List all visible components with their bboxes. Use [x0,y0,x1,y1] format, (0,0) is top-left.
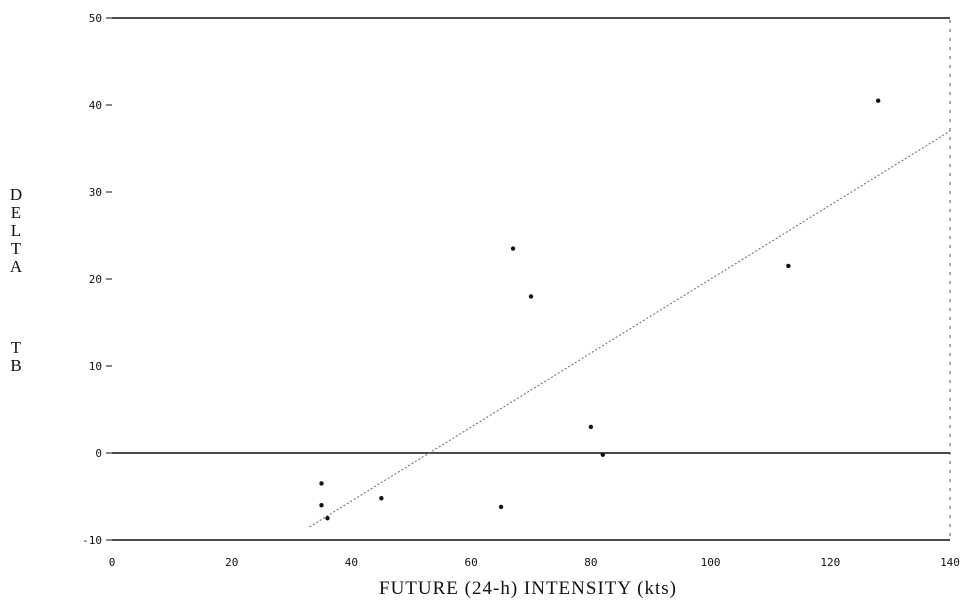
x-tick-label: 40 [345,556,358,569]
data-point [319,481,324,486]
y-axis-label-letter: T [11,338,22,357]
x-tick-label: 20 [225,556,238,569]
y-axis-label-letter: T [11,239,22,258]
y-tick-label: 10 [89,360,102,373]
y-tick-label: -10 [82,534,102,547]
data-point [379,496,384,501]
y-axis-label-letter: A [10,257,23,276]
data-point [498,504,504,510]
y-axis-label-letter: D [10,185,22,204]
x-tick-label: 0 [109,556,116,569]
y-axis-label-letter: B [10,356,21,375]
y-axis: -10 0 10 20 30 40 50 [82,12,112,547]
y-axis-label-letter: E [11,203,21,222]
data-points [319,98,881,521]
data-point [588,424,594,430]
data-point [786,263,791,269]
y-tick-label: 40 [89,99,102,112]
y-tick-label: 30 [89,186,102,199]
x-tick-label: 60 [465,556,478,569]
regression-line [309,130,951,528]
x-axis-label: FUTURE (24-h) INTENSITY (kts) [379,578,677,599]
data-point [600,452,606,457]
reference-lines [112,17,950,541]
x-tick-label: 100 [701,556,721,569]
data-point [325,516,330,521]
x-tick-label: 140 [940,556,960,569]
data-point [510,246,516,251]
data-point [319,503,324,508]
x-axis: 0 20 40 60 80 100 120 140 [109,556,960,569]
data-point [875,98,881,103]
regression-line-group [309,130,951,528]
y-axis-label: D E L T A T B [10,185,23,375]
x-tick-label: 80 [584,556,597,569]
data-point [528,294,534,299]
x-tick-label: 120 [820,556,840,569]
y-tick-label: 0 [95,447,102,460]
y-axis-label-letter: L [11,221,21,240]
y-tick-label: 20 [89,273,102,286]
y-tick-label: 50 [89,12,102,25]
